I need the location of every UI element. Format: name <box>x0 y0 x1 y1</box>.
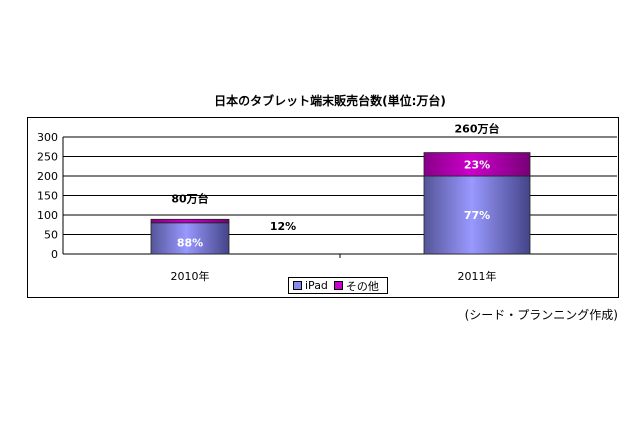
x-tick-label: 2010年 <box>171 269 210 283</box>
legend: iPad その他 <box>288 277 388 294</box>
x-tick-label: 2011年 <box>458 269 497 283</box>
data-label-other: 12% <box>270 220 296 233</box>
legend-swatch-other <box>333 281 343 290</box>
y-tick-label: 100 <box>37 209 58 222</box>
legend-label-other: その他 <box>345 279 379 293</box>
y-tick-label: 200 <box>37 170 58 183</box>
data-label-ipad: 77% <box>464 209 490 222</box>
chart-frame <box>27 117 619 298</box>
bar-ipad <box>423 175 531 255</box>
bar-other <box>423 152 531 177</box>
bar-other <box>150 218 230 224</box>
bar-ipad <box>150 222 230 255</box>
y-tick-label: 250 <box>37 151 58 164</box>
y-tick-label: 300 <box>37 131 58 144</box>
chart-title: 日本のタブレット端末販売台数(単位:万台) <box>214 94 446 108</box>
legend-label-ipad: iPad <box>305 279 328 292</box>
data-label-other: 23% <box>464 158 490 171</box>
source-note: (シード・プランニング作成) <box>464 308 618 322</box>
y-tick-label: 150 <box>37 190 58 203</box>
y-tick-label: 50 <box>44 229 58 242</box>
legend-swatch-ipad <box>293 281 302 290</box>
total-label: 80万台 <box>171 191 208 205</box>
data-label-ipad: 88% <box>177 236 203 249</box>
y-tick-label: 0 <box>51 248 58 261</box>
total-label: 260万台 <box>455 122 500 136</box>
